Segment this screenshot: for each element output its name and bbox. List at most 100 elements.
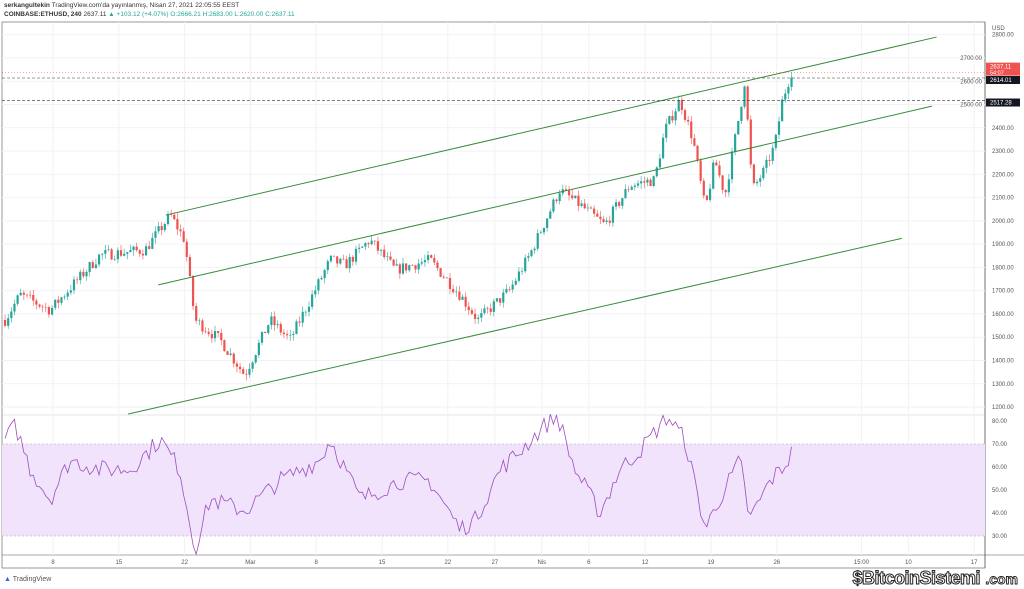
candle-up [94,264,98,268]
candle-down [285,334,289,336]
candle-up [477,317,480,319]
candle-up [348,256,351,269]
price-tick: 2800.00 [992,33,1014,39]
candle-up [605,220,608,222]
time-tick: 22 [444,560,451,566]
price-tick: 2200.00 [992,172,1014,178]
price-tick: 2400.00 [992,126,1014,132]
candle-up [417,263,420,270]
candle-down [345,259,348,269]
candle-down [671,116,674,121]
candle-up [740,106,743,121]
candle-up [524,257,527,272]
candle-up [539,232,542,234]
candle-up [774,134,777,148]
candle-up [542,227,546,233]
candle-up [661,137,665,159]
candle-down [176,219,179,230]
candle-up [461,296,464,300]
time-tick: 15 [115,560,122,566]
candle-down [195,306,198,321]
candle-up [339,258,342,264]
candle-down [445,277,448,279]
candle-down [589,207,593,209]
candle-up [668,116,671,124]
candle-down [373,240,376,242]
price-tick: 1700.00 [992,289,1014,295]
candle-up [395,264,398,266]
candle-down [593,208,596,214]
candle-up [66,292,69,297]
time-tick: 26 [773,560,780,566]
candle-down [577,195,580,206]
price-tick: 2300.00 [992,149,1014,155]
time-tick: 22 [181,560,188,566]
candle-down [226,351,229,355]
candle-down [583,203,586,209]
candle-up [151,237,154,249]
candle-up [777,121,781,135]
candle-down [596,213,599,217]
time-tick: 15:00 [854,560,870,566]
candle-up [358,247,361,249]
candle-down [220,332,223,341]
time-tick: Nis [537,560,546,566]
trend-line [158,105,933,286]
candle-up [317,279,320,291]
bar-countdown: 54:07 [990,70,1004,76]
candle-up [426,255,430,261]
candle-down [746,86,749,120]
candle-up [270,316,273,326]
change: ▲ +103.12 (+4.07%) [108,11,169,18]
candle-down [473,313,477,319]
candle-down [342,258,345,260]
candle-up [364,243,367,247]
candle-down [35,300,38,305]
price-tick: 2600.00 [960,79,982,85]
candle-down [470,310,474,314]
candle-up [536,233,539,249]
symbol[interactable]: COINBASE:ETHUSD, 240 [4,11,82,18]
price-tick: 2700.00 [960,56,982,62]
price-tick: 2100.00 [992,196,1014,202]
candle-down [464,296,467,307]
publish-date: TradingView.com'da yayınlanmış, Nisan 27… [51,2,240,9]
candle-up [787,86,790,94]
candle-up [727,179,730,193]
candle-down [110,249,113,260]
candle-up [329,255,333,262]
candle-up [517,271,521,281]
candle-up [658,158,662,168]
candle-up [586,207,589,209]
candle-up [229,353,232,355]
candle-down [170,214,173,215]
time-tick: Mar [245,560,255,566]
candle-up [126,252,129,254]
candle-up [765,159,768,168]
candle-up [54,299,57,308]
candle-up [386,256,389,258]
candle-up [198,320,201,322]
candle-up [326,261,329,271]
author[interactable]: serkangultekin [4,2,50,9]
candle-down [351,256,354,262]
candle-up [708,188,712,200]
candle-down [508,288,511,290]
time-tick: 8 [315,560,319,566]
candle-down [38,304,41,307]
candle-down [298,321,301,323]
candle-up [614,202,618,207]
candle-up [157,226,160,232]
candle-down [389,256,392,260]
price-tick: 2500.00 [960,103,982,109]
tradingview-logo[interactable]: ▲ TradingView [4,576,52,583]
candle-up [166,214,170,225]
candle-up [129,250,132,253]
candle-up [260,331,264,343]
candle-up [423,260,427,263]
candle-down [82,271,85,277]
candle-down [696,145,699,161]
rsi-tick: 70.00 [992,442,1008,448]
